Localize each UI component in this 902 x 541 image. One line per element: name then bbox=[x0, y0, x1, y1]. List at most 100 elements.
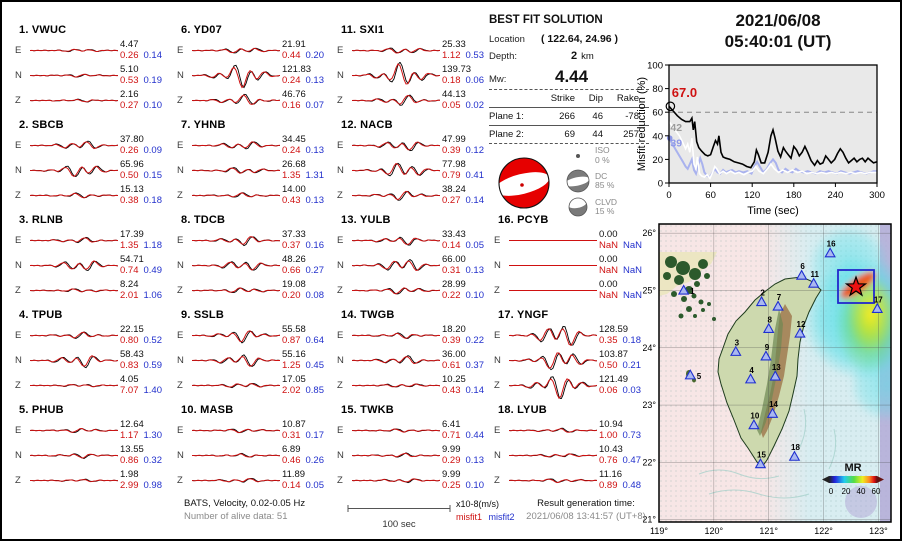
amplitude-value: 10.43 bbox=[599, 444, 623, 455]
amplitude-value: 26.68 bbox=[282, 159, 306, 170]
misfit2-value: 0.02 bbox=[465, 99, 485, 111]
misfit1-value: 0.06 bbox=[599, 384, 618, 396]
station-block: 1. VWUC E 4.47 0.26 0.14 N 5.10 0.53 0.19 Z 2.16 0.… bbox=[12, 18, 170, 113]
waveform-trace bbox=[192, 261, 280, 271]
synthetic-trace bbox=[352, 237, 440, 246]
misfit1-value: 7.07 bbox=[120, 384, 139, 396]
waveform-row: E 4.47 0.26 0.14 bbox=[12, 38, 170, 63]
time-scale-bar: 100 sec bbox=[346, 500, 452, 530]
misfit1-legend: misfit1 bbox=[456, 511, 483, 522]
result-generation-time: 2021/06/08 13:41:57 (UT+8) bbox=[526, 510, 646, 522]
station-block: 15. TWKB E 6.41 0.71 0.44 N 9.99 0.29 0.13 Z 9.99 0… bbox=[334, 398, 492, 493]
iso-pct: 0 % bbox=[595, 154, 610, 165]
waveform-trace bbox=[30, 478, 118, 483]
epicenter-box bbox=[837, 269, 875, 304]
amplitude-value: 4.47 bbox=[120, 39, 139, 50]
station-number: 17 bbox=[874, 295, 883, 304]
misfit1-value: 0.61 bbox=[442, 359, 461, 371]
waveform-trace bbox=[192, 236, 280, 247]
misfit1-value: 0.16 bbox=[282, 99, 301, 111]
misfit2-value: 0.17 bbox=[305, 429, 325, 441]
channel-label: Z bbox=[337, 190, 343, 201]
misfit2-value: 0.09 bbox=[143, 144, 163, 156]
amplitude-value: 17.05 bbox=[282, 374, 306, 385]
y-tick-label: 100 bbox=[647, 61, 663, 72]
dc-beachball-icon bbox=[565, 169, 591, 193]
misfit1-value: 0.14 bbox=[282, 479, 301, 491]
waveform-trace bbox=[30, 355, 118, 369]
station-block: 12. NACB E 47.99 0.39 0.12 N 77.98 0.79 0.41 Z 38.… bbox=[334, 113, 492, 208]
mw-value: 4.44 bbox=[555, 67, 589, 86]
channel-label: N bbox=[177, 165, 184, 176]
synthetic-trace bbox=[509, 328, 597, 346]
amplitude-units: x10-8(m/s) bbox=[456, 499, 500, 509]
moment-tensor-decomposition: ISO 0 % DC 85 % bbox=[565, 145, 617, 221]
plane2-strike: 69 bbox=[564, 129, 575, 140]
y-axis-label: Misfit reduction (%) bbox=[636, 77, 648, 171]
station-triangle-marker bbox=[794, 327, 806, 338]
station-number: 6 bbox=[800, 262, 805, 271]
station-block: 7. YHNB E 34.45 0.24 0.13 N 26.68 1.35 1.31 Z 14.0… bbox=[174, 113, 332, 208]
bathymetry-lines bbox=[698, 408, 837, 499]
amplitude-value: 139.73 bbox=[442, 64, 472, 75]
synthetic-trace bbox=[192, 356, 280, 367]
map-frame bbox=[658, 223, 892, 523]
misfit1-value: 1.17 bbox=[120, 429, 139, 441]
mw-row: Mw: 4.44 bbox=[489, 67, 653, 87]
waveform-row: Z 19.08 0.20 0.08 bbox=[174, 278, 332, 303]
synthetic-trace bbox=[30, 73, 118, 78]
station-triangle-marker bbox=[807, 277, 820, 288]
scale-bar-label: 100 sec bbox=[382, 519, 416, 530]
waveform-row: N 66.00 0.31 0.13 bbox=[334, 253, 492, 278]
station-name: 18. LYUB bbox=[498, 404, 547, 416]
waveform-trace bbox=[509, 376, 597, 399]
waveform-row: E 47.99 0.39 0.12 bbox=[334, 133, 492, 158]
station-triangle-marker bbox=[684, 369, 697, 380]
station-triangle-marker bbox=[824, 247, 836, 258]
amplitude-value: 22.15 bbox=[120, 324, 144, 335]
misfit1-value: 0.14 bbox=[442, 239, 461, 251]
station-block: 13. YULB E 33.43 0.14 0.05 N 66.00 0.31 0.13 Z 28.… bbox=[334, 208, 492, 303]
waveform-row: N 54.71 0.74 0.49 bbox=[12, 253, 170, 278]
station-number: 7 bbox=[777, 293, 782, 302]
waveform-row: N 10.43 0.76 0.47 bbox=[491, 443, 649, 468]
amplitude-value: 48.26 bbox=[282, 254, 306, 265]
waveform-row: N 121.83 0.24 0.13 bbox=[174, 63, 332, 89]
waveform-trace bbox=[352, 94, 440, 106]
waveform-trace bbox=[30, 260, 118, 271]
channel-label: Z bbox=[337, 380, 343, 391]
amplitude-value: 128.59 bbox=[599, 324, 629, 335]
waveform-trace bbox=[509, 265, 597, 266]
amplitude-value: 9.99 bbox=[442, 444, 461, 455]
channel-label: N bbox=[494, 260, 501, 271]
waveform-row: E 128.59 0.35 0.18 bbox=[491, 323, 649, 348]
nodal-plane-table: Strike Dip Rake Plane 1: 266 46 -78 Plan… bbox=[489, 89, 649, 144]
amplitude-value: 77.98 bbox=[442, 159, 466, 170]
misfit2-value: 0.12 bbox=[465, 144, 485, 156]
station-triangle-marker bbox=[744, 373, 757, 384]
amplitude-value: 10.94 bbox=[599, 419, 623, 430]
waveform-trace bbox=[192, 330, 280, 344]
station-block: 18. LYUB E 10.94 1.00 0.73 N 10.43 0.76 0.47 Z 11.… bbox=[491, 398, 649, 493]
depth-unit: km bbox=[581, 51, 594, 62]
amplitude-value: 11.89 bbox=[282, 469, 306, 480]
waveform-row: Z 38.24 0.27 0.14 bbox=[334, 183, 492, 208]
synthetic-trace bbox=[192, 383, 280, 388]
channel-label: N bbox=[337, 165, 344, 176]
station-name: 8. TDCB bbox=[181, 214, 226, 226]
waveform-row: N 13.55 0.86 0.32 bbox=[12, 443, 170, 468]
misfit2-value: 0.14 bbox=[465, 384, 485, 396]
misfit1-value: 0.18 bbox=[442, 74, 461, 86]
channel-label: Z bbox=[494, 285, 500, 296]
channel-label: N bbox=[494, 355, 501, 366]
waveform-trace bbox=[192, 192, 280, 198]
misfit1-value: 0.39 bbox=[442, 144, 461, 156]
waveform-row: Z 2.16 0.27 0.10 bbox=[12, 88, 170, 113]
station-number: 16 bbox=[827, 240, 836, 249]
channel-label: Z bbox=[15, 475, 21, 486]
waveform-trace bbox=[30, 383, 118, 388]
waveform-trace bbox=[30, 140, 118, 150]
misfit1-value: 0.29 bbox=[442, 454, 461, 466]
amplitude-value: 10.25 bbox=[442, 374, 466, 385]
waveform-row: E 12.64 1.17 1.30 bbox=[12, 418, 170, 443]
